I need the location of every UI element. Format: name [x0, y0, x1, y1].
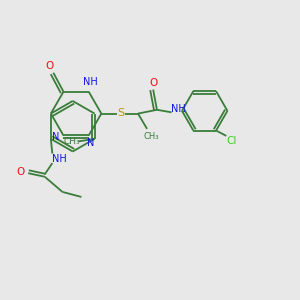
Text: CH₃: CH₃: [144, 132, 159, 141]
Text: Cl: Cl: [227, 136, 237, 146]
Text: NH: NH: [171, 104, 185, 114]
Text: N: N: [86, 139, 94, 148]
Text: N: N: [52, 132, 59, 142]
Text: S: S: [118, 108, 125, 118]
Text: O: O: [149, 78, 157, 88]
Text: NH: NH: [52, 154, 67, 164]
Text: O: O: [46, 61, 54, 71]
Text: O: O: [16, 167, 25, 177]
Text: CH₃: CH₃: [63, 137, 80, 146]
Text: NH: NH: [82, 77, 97, 87]
